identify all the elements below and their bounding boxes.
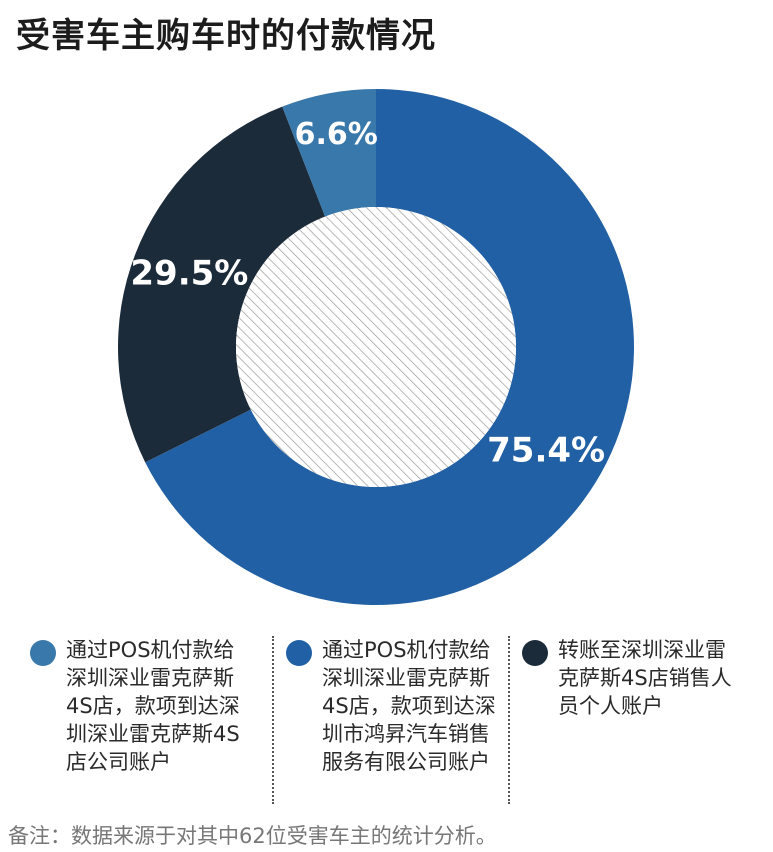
legend-label: 通过POS机付款给深圳深业雷克萨斯4S店，款项到达深圳深业雷克萨斯4S店公司账户 bbox=[66, 638, 240, 774]
pie-slice bbox=[145, 89, 635, 605]
pie-slice bbox=[282, 89, 376, 217]
donut-chart: 75.4% 29.5% 6.6% bbox=[117, 89, 635, 605]
legend-dot-icon bbox=[286, 640, 312, 666]
legend-item-1: 通过POS机付款给深圳深业雷克萨斯4S店，款项到达深圳深业雷克萨斯4S店公司账户 bbox=[30, 636, 252, 776]
legend-label: 转账至深圳深业雷克萨斯4S店销售人员个人账户 bbox=[558, 638, 732, 718]
slice-value-label: 29.5% bbox=[130, 254, 248, 294]
slice-value-label: 6.6% bbox=[295, 117, 378, 152]
legend: 通过POS机付款给深圳深业雷克萨斯4S店，款项到达深圳深业雷克萨斯4S店公司账户… bbox=[30, 636, 750, 806]
donut-hole bbox=[236, 207, 516, 487]
legend-divider bbox=[508, 636, 510, 804]
legend-divider bbox=[272, 636, 274, 804]
footnote: 备注：数据来源于对其中62位受害车主的统计分析。 bbox=[8, 824, 497, 848]
chart-title: 受害车主购车时的付款情况 bbox=[16, 16, 436, 56]
slice-value-label: 75.4% bbox=[487, 431, 605, 471]
legend-item-2: 通过POS机付款给深圳深业雷克萨斯4S店，款项到达深圳市鸿昇汽车销售服务有限公司… bbox=[286, 636, 508, 776]
legend-label: 通过POS机付款给深圳深业雷克萨斯4S店，款项到达深圳市鸿昇汽车销售服务有限公司… bbox=[322, 638, 496, 774]
legend-dot-icon bbox=[522, 640, 548, 666]
pie-slice bbox=[117, 106, 326, 463]
legend-item-3: 转账至深圳深业雷克萨斯4S店销售人员个人账户 bbox=[522, 636, 744, 720]
legend-dot-icon bbox=[30, 640, 56, 666]
